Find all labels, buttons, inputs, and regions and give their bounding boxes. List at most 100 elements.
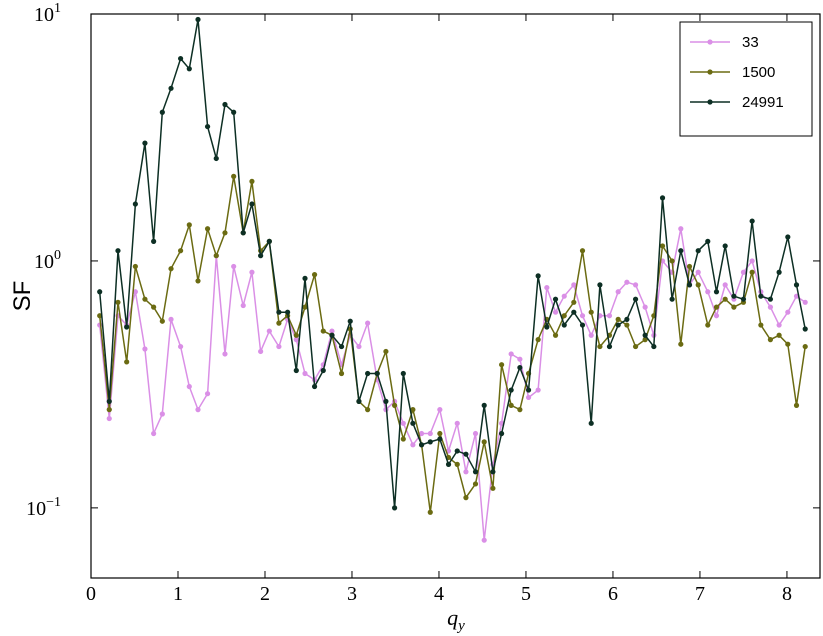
data-point (678, 248, 684, 254)
legend-box (679, 21, 813, 137)
data-point (499, 362, 505, 368)
data-point (142, 346, 148, 352)
data-point (249, 201, 255, 207)
data-point (240, 230, 246, 236)
data-point (418, 442, 425, 448)
data-point (383, 348, 389, 355)
data-point (276, 320, 282, 326)
data-point (571, 282, 577, 288)
x-tick-label: 7 (695, 583, 705, 605)
data-point (802, 299, 808, 305)
data-point (767, 337, 774, 343)
data-point (678, 341, 684, 347)
data-point (740, 296, 747, 302)
data-point (705, 238, 711, 244)
data-point (579, 313, 586, 319)
data-point (392, 505, 398, 511)
data-point (124, 359, 130, 365)
plot-frame (90, 13, 821, 579)
data-point (213, 253, 219, 259)
data-point (571, 299, 577, 305)
data-point (159, 411, 165, 417)
y-tick-exponent: 1 (54, 1, 61, 16)
data-point (785, 341, 791, 347)
data-point (347, 318, 353, 324)
data-point (651, 343, 657, 350)
data-point (632, 296, 639, 302)
x-tick-label: 2 (260, 583, 270, 605)
y-tick-exponent: 0 (54, 248, 61, 263)
data-point (178, 248, 184, 254)
data-point (535, 387, 541, 393)
data-point (400, 370, 406, 377)
data-point (437, 407, 443, 413)
data-point (276, 309, 282, 315)
y-tick-base: 10 (34, 4, 54, 26)
data-point (151, 304, 157, 310)
data-point (276, 343, 282, 350)
data-point (258, 253, 264, 259)
data-point (472, 469, 479, 475)
data-point (463, 451, 469, 457)
data-point (785, 309, 791, 315)
data-point (606, 313, 613, 319)
data-point (204, 226, 211, 232)
data-point (356, 398, 362, 404)
data-point (400, 420, 406, 426)
data-point (311, 272, 318, 278)
data-point (642, 304, 648, 310)
y-axis-label: SF (9, 281, 36, 312)
data-point (544, 324, 550, 330)
data-point (561, 313, 567, 319)
data-point (151, 238, 157, 244)
data-point (517, 356, 523, 362)
data-point (454, 448, 460, 454)
data-point (106, 398, 112, 404)
y-tick-label: 100 (34, 248, 61, 273)
data-point (293, 367, 299, 374)
data-point (329, 332, 335, 338)
data-point (258, 348, 264, 355)
data-point (400, 436, 406, 442)
data-point (168, 85, 174, 91)
data-point (168, 266, 174, 272)
data-point (722, 296, 728, 302)
data-point (266, 328, 272, 334)
data-point (490, 469, 496, 475)
data-point (365, 370, 371, 377)
data-point (695, 269, 701, 275)
data-point (266, 238, 272, 244)
data-point (374, 370, 380, 377)
data-point (178, 55, 184, 62)
data-point (525, 394, 532, 401)
data-point (204, 391, 211, 397)
legend-label: 1500 (742, 64, 775, 81)
x-tick-label: 3 (347, 583, 357, 605)
data-point (642, 332, 648, 338)
series-line (98, 19, 806, 508)
data-point (115, 299, 121, 305)
data-point (579, 322, 586, 328)
data-point (588, 420, 594, 426)
data-point (365, 320, 371, 326)
data-point (713, 289, 720, 295)
data-point (776, 322, 782, 328)
data-point (624, 316, 630, 322)
data-point (204, 123, 211, 130)
data-point (195, 278, 201, 284)
data-point (249, 178, 255, 184)
legend-label: 24991 (742, 94, 784, 111)
y-tick-exponent: −1 (46, 495, 61, 510)
data-point (571, 309, 577, 315)
data-point (758, 322, 764, 328)
data-point (785, 234, 791, 240)
data-point (168, 316, 174, 322)
y-tick-base: 10 (26, 498, 46, 520)
data-point (240, 302, 246, 309)
data-point (802, 326, 808, 332)
data-point (213, 155, 219, 162)
data-point (686, 282, 693, 288)
data-point (749, 218, 755, 224)
data-point (802, 343, 808, 350)
x-tick-label: 5 (521, 583, 531, 605)
